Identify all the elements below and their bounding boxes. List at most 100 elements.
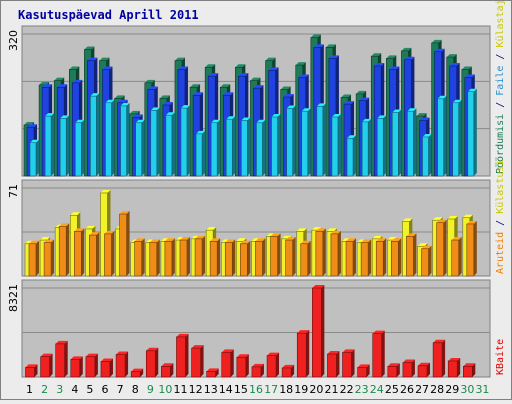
series-aruteid-bar-side <box>307 240 311 276</box>
series-faile-bar-top <box>42 84 53 88</box>
series-külastajaid-bar <box>120 102 130 177</box>
series-faile-bar-top <box>404 56 415 60</box>
series-külastajaid-bar <box>407 108 417 177</box>
x-tick-label: 23 <box>355 383 369 396</box>
series-pöördumisi-bar-top <box>174 57 185 61</box>
series-külastajaid-bar-side <box>277 113 281 176</box>
series-kbaite-bar <box>40 353 53 378</box>
series-aruteid-bar-side <box>247 240 251 276</box>
panel-sites: 71 Aruteid / Külastusi <box>7 160 506 277</box>
series-aruteid-bar-face <box>421 248 429 277</box>
x-tick-label: 17 <box>264 383 278 396</box>
series-külastajaid-bar-side <box>186 105 190 176</box>
series-pöördumisi-bar-top <box>310 34 321 38</box>
series-aruteid-bar <box>315 228 326 277</box>
x-tick-label: 11 <box>174 383 188 396</box>
series-aruteid-bar <box>375 238 387 277</box>
series-pöördumisi-bar-top <box>144 79 155 83</box>
series-kbaite-bar-top <box>251 363 264 367</box>
series-külastajaid-bar <box>376 115 387 177</box>
series-faile-bar-top <box>162 102 173 105</box>
series-faile-bar-top <box>193 92 204 96</box>
series-aruteid-bar <box>391 238 402 277</box>
series-pöördumisi-bar-top <box>461 66 472 70</box>
series-külastajaid-bar-side <box>322 103 326 176</box>
series-pöördumisi-bar-top <box>295 62 306 66</box>
series-aruteid-bar-face <box>104 233 112 277</box>
series-faile-bar-top <box>328 55 339 59</box>
series-külastajaid-bar-side <box>307 108 311 176</box>
series-kbaite-bar <box>55 340 68 378</box>
series-kbaite-bar <box>191 345 204 378</box>
series-külastajaid-bar-face <box>467 91 475 177</box>
series-faile-bar-top <box>87 57 98 61</box>
series-aruteid-bar-side <box>413 233 417 276</box>
series-kbaite-bar-face <box>357 367 367 378</box>
series-külastajaid-bar-face <box>437 98 444 177</box>
series-külastusi-bar-top <box>70 212 81 216</box>
series-kbaite-bar-side <box>276 352 280 377</box>
series-aruteid-bar <box>224 239 236 277</box>
series-aruteid-bar-side <box>217 238 221 276</box>
series-kbaite-bar-top <box>357 364 370 368</box>
series-faile-bar-top <box>147 86 158 90</box>
series-kbaite-bar-top <box>25 364 38 368</box>
series-pöördumisi-bar-top <box>265 57 276 61</box>
series-kbaite-bar <box>221 349 234 378</box>
series-aruteid-bar-face <box>360 242 369 277</box>
series-aruteid-bar-top <box>149 239 160 243</box>
series-kbaite-bar-face <box>130 371 141 378</box>
series-külastajaid-bar <box>135 119 145 177</box>
series-kbaite-bar <box>447 357 461 378</box>
series-aruteid-bar-face <box>209 240 218 277</box>
series-külastajaid-bar-side <box>217 119 221 176</box>
series-kbaite-bar-top <box>100 358 113 362</box>
series-külastajaid-bar-face <box>105 102 112 177</box>
series-aruteid-bar-top <box>315 228 326 232</box>
series-kbaite-bar-face <box>327 353 337 378</box>
series-kbaite-bar-top <box>402 359 415 363</box>
panel-kbytes-ymax-label: 8321 <box>7 284 20 312</box>
series-faile-bar-top <box>419 117 430 121</box>
panel-pages-ymax-label: 320 <box>7 30 20 51</box>
series-aruteid-bar-side <box>322 228 326 276</box>
series-külastajaid-bar-side <box>141 119 145 176</box>
series-aruteid-bar-face <box>436 222 444 277</box>
series-kbaite-bar-top <box>55 340 68 344</box>
series-kbaite-bar <box>161 363 174 378</box>
series-kbaite-bar-top <box>236 354 249 358</box>
series-külastusi-bar-top <box>432 217 443 221</box>
panel-kbytes: 8321 KBaite <box>7 279 506 378</box>
series-kbaite-bar <box>432 339 446 378</box>
series-külastajaid-bar <box>241 117 251 177</box>
series-külastajaid-bar-side <box>51 113 55 176</box>
series-külastajaid-bar <box>256 119 266 177</box>
series-kbaite-bar-side <box>336 351 340 377</box>
x-tick-label: 31 <box>475 383 489 396</box>
series-faile-bar-top <box>344 101 355 105</box>
series-külastajaid-bar <box>271 113 281 177</box>
series-faile-bar-top <box>177 66 188 70</box>
series-külastajaid <box>29 88 477 177</box>
series-pöördumisi-bar-top <box>69 66 80 70</box>
series-kbaite-bar-face <box>236 356 247 378</box>
series-aruteid-bar-side <box>36 240 39 276</box>
series-külastusi-bar-top <box>100 189 111 193</box>
x-tick-label: 30 <box>460 383 474 396</box>
series-kbaite-bar-face <box>432 342 443 378</box>
series-külastajaid-bar <box>150 107 160 177</box>
series-faile-bar-top <box>117 99 128 103</box>
series-külastajaid-bar-side <box>232 116 236 176</box>
x-tick-label: 26 <box>400 383 414 396</box>
series-külastajaid-bar <box>180 105 190 177</box>
series-külastajaid-bar-face <box>150 110 158 177</box>
series-külastajaid-bar-side <box>247 117 251 176</box>
x-tick-label: 28 <box>430 383 444 396</box>
series-kbaite-bar-side <box>34 364 38 377</box>
series-külastajaid-bar <box>452 99 462 177</box>
series-kbaite-bar-top <box>418 362 431 366</box>
series-kbaite <box>25 285 476 378</box>
series-pöördumisi-bar-top <box>129 110 140 114</box>
series-kbaite-bar-side <box>366 364 370 377</box>
series-aruteid-bar-side <box>383 238 387 276</box>
